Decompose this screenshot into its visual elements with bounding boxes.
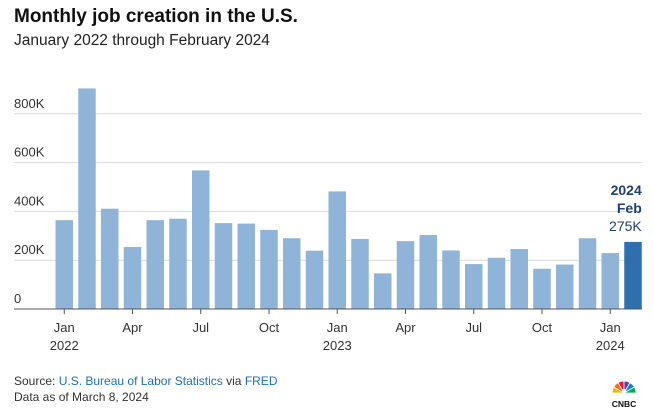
- y-tick-label: 0: [14, 291, 21, 306]
- bar: [419, 235, 437, 309]
- x-tick-label: Apr: [395, 320, 416, 335]
- source-via: via: [222, 374, 245, 388]
- bar: [192, 170, 210, 309]
- x-tick-label: Jul: [465, 320, 482, 335]
- data-note: Data as of March 8, 2024: [14, 390, 149, 404]
- bar: [146, 220, 164, 309]
- x-tick-label: Apr: [122, 320, 143, 335]
- bar: [78, 88, 96, 309]
- chart-subtitle: January 2022 through February 2024: [14, 32, 270, 49]
- y-tick-label: 400K: [14, 193, 45, 208]
- x-tick-year-label: 2024: [596, 338, 625, 353]
- bar: [123, 247, 142, 309]
- bar: [374, 273, 392, 309]
- bar: [101, 208, 119, 309]
- bar: [601, 253, 619, 309]
- bar: [624, 241, 642, 309]
- bar: [169, 218, 187, 309]
- bar: [487, 257, 506, 309]
- x-tick-label: Jan: [54, 320, 75, 335]
- x-tick-year-label: 2023: [323, 338, 352, 353]
- x-tick-label: Oct: [259, 320, 280, 335]
- x-tick-label: Oct: [532, 320, 553, 335]
- logo-body: [621, 388, 627, 394]
- source-link-bls[interactable]: U.S. Bureau of Labor Statistics: [58, 374, 223, 388]
- bar: [465, 264, 483, 309]
- x-tick-label: Jan: [327, 320, 348, 335]
- peacock-logo-icon: CNBC: [611, 380, 637, 409]
- bar: [328, 191, 346, 309]
- source-line: Source: U.S. Bureau of Labor Statistics …: [14, 374, 277, 388]
- x-tick-label: Jul: [192, 320, 209, 335]
- y-tick-label: 800K: [14, 96, 45, 111]
- annotation-month: Feb: [617, 200, 642, 216]
- bar: [260, 229, 278, 309]
- chart-title: Monthly job creation in the U.S.: [14, 6, 298, 27]
- y-tick-label: 200K: [14, 242, 45, 257]
- bar: [578, 238, 597, 309]
- annotation-value: 275K: [609, 218, 642, 234]
- source-link-fred[interactable]: FRED: [244, 374, 278, 388]
- bar: [237, 223, 255, 309]
- bar: [351, 238, 369, 309]
- bar: [214, 223, 233, 309]
- bar: [442, 250, 460, 309]
- x-tick-label: Jan: [600, 320, 621, 335]
- x-tick-year-label: 2022: [50, 338, 79, 353]
- bar: [556, 264, 574, 309]
- bar: [533, 268, 551, 309]
- bar: [396, 241, 415, 309]
- logo-feather: [622, 386, 637, 394]
- bar: [510, 248, 528, 309]
- annotation-year: 2024: [611, 182, 642, 198]
- y-tick-label: 600K: [14, 145, 45, 160]
- bar: [55, 220, 73, 309]
- logo-text: CNBC: [612, 399, 637, 409]
- bar: [305, 250, 324, 309]
- source-prefix: Source:: [14, 374, 59, 388]
- bar: [283, 238, 301, 309]
